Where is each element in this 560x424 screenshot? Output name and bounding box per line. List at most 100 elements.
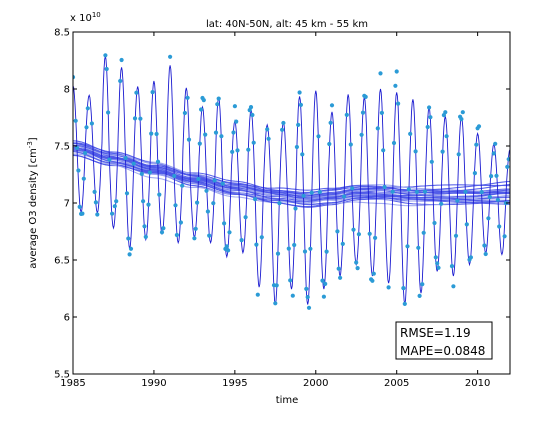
data-point: [320, 278, 325, 283]
data-point: [359, 132, 364, 137]
data-point: [123, 155, 128, 161]
data-point: [204, 188, 209, 193]
data-point: [316, 134, 321, 139]
data-point: [110, 211, 115, 216]
data-point: [367, 231, 372, 236]
data-point: [103, 53, 108, 58]
data-point: [172, 173, 177, 179]
data-point: [134, 90, 139, 95]
data-point: [274, 283, 279, 288]
data-point: [439, 201, 444, 206]
data-point: [413, 149, 418, 154]
data-point: [329, 103, 335, 108]
data-point: [308, 246, 313, 251]
data-point: [147, 170, 152, 175]
data-point: [355, 266, 360, 271]
data-point: [216, 96, 221, 101]
data-point: [297, 90, 302, 95]
data-point: [435, 261, 440, 266]
data-point: [182, 110, 187, 116]
data-point: [222, 221, 227, 226]
data-point: [205, 209, 210, 214]
data-point: [224, 244, 229, 249]
data-point: [215, 102, 220, 107]
data-point: [119, 57, 124, 63]
metrics-box: RMSE=1.19 MAPE=0.0848: [395, 321, 493, 360]
data-point: [373, 235, 378, 240]
data-point: [118, 78, 123, 84]
data-point: [378, 71, 383, 76]
data-point: [250, 112, 255, 118]
data-point: [196, 176, 201, 182]
data-point: [230, 149, 235, 154]
data-point: [207, 233, 212, 238]
data-point: [440, 149, 445, 154]
data-point: [483, 251, 488, 257]
data-point: [141, 199, 146, 204]
data-point: [235, 148, 240, 153]
data-point: [449, 264, 455, 269]
data-point: [464, 222, 469, 227]
data-point: [342, 194, 347, 199]
data-point: [459, 117, 464, 122]
data-point: [351, 227, 356, 232]
trend-curve: [73, 151, 510, 206]
data-point: [323, 281, 328, 286]
data-point: [294, 144, 299, 150]
data-point: [213, 130, 219, 135]
data-point: [73, 75, 76, 80]
data-point: [290, 293, 295, 298]
data-point: [195, 200, 200, 205]
data-point: [472, 171, 477, 176]
data-point: [468, 255, 473, 260]
data-point: [219, 134, 224, 139]
data-point: [296, 122, 301, 127]
data-point: [226, 248, 231, 253]
data-point: [381, 148, 386, 153]
data-point: [298, 102, 303, 107]
data-point: [506, 157, 510, 162]
data-point: [453, 233, 459, 238]
data-point: [275, 251, 281, 256]
data-point: [494, 173, 499, 178]
data-point: [371, 271, 376, 276]
x-tick-label: 2010: [465, 378, 490, 389]
data-point: [132, 116, 138, 121]
data-point: [356, 232, 361, 237]
data-point: [416, 245, 421, 250]
data-point: [293, 206, 298, 211]
data-point: [420, 282, 425, 287]
data-point: [159, 230, 165, 235]
x-tick-label: 2005: [384, 378, 409, 389]
data-point: [81, 176, 86, 181]
data-point: [203, 132, 208, 137]
data-point: [370, 278, 375, 283]
data-point: [489, 174, 494, 179]
data-point: [487, 194, 492, 200]
data-point: [128, 246, 134, 251]
data-point: [192, 236, 197, 241]
data-point: [421, 230, 426, 235]
data-point: [497, 224, 502, 229]
chart-title: lat: 40N-50N, alt: 45 km - 55 km: [206, 19, 368, 30]
data-point: [429, 159, 434, 164]
data-point: [340, 241, 345, 246]
data-point: [286, 246, 291, 251]
x-tick-label: 1990: [141, 378, 166, 389]
metrics-box-frame: [395, 321, 493, 360]
data-point: [436, 265, 441, 270]
data-point: [491, 151, 496, 156]
data-point: [463, 189, 468, 194]
data-point: [414, 189, 419, 194]
data-point: [321, 294, 326, 299]
data-point: [154, 131, 159, 137]
data-point: [391, 140, 397, 146]
data-point: [280, 127, 285, 132]
data-point: [124, 191, 130, 196]
data-point: [338, 275, 343, 280]
data-point: [401, 286, 406, 291]
data-point: [455, 198, 460, 203]
data-point: [300, 152, 305, 157]
data-point: [131, 161, 136, 166]
